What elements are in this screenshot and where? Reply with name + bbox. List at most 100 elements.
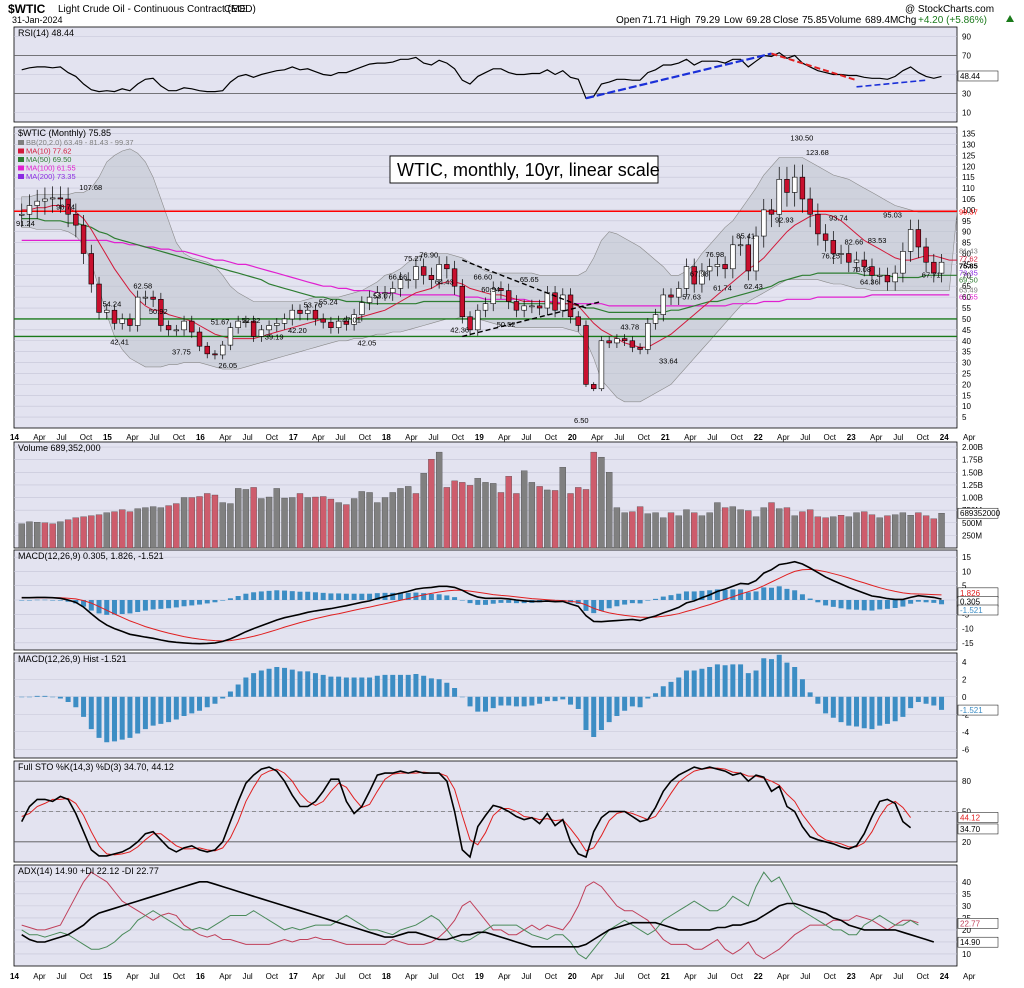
price-pivot-label: 62.58 — [133, 282, 152, 291]
x-tick-label: Jul — [335, 972, 345, 981]
candle-body — [791, 176, 798, 193]
macd-hist-bar — [320, 592, 326, 600]
volume-bar — [837, 515, 845, 549]
up-arrow-icon — [1006, 15, 1014, 22]
price-tick-label: 25 — [962, 369, 971, 378]
x-tick-label: Jul — [56, 433, 66, 442]
price-pivot-label: 33.64 — [659, 357, 678, 366]
x-tick-label: 15 — [103, 433, 112, 442]
macd-hist-value: -1.521 — [960, 606, 983, 615]
hist-bar — [428, 678, 434, 697]
hist-bar — [552, 696, 558, 702]
candle-body — [235, 320, 241, 328]
candle-body — [521, 305, 527, 311]
hist-bar — [150, 696, 156, 726]
candle-body — [413, 266, 419, 280]
close-label: Close — [773, 15, 799, 26]
volume-bar — [845, 516, 852, 549]
hist-bar — [452, 688, 458, 697]
hist-bar — [568, 696, 574, 705]
hist-bar — [598, 696, 604, 730]
candle-body — [150, 296, 156, 300]
macd-hist-bar — [730, 589, 736, 600]
candle-body — [312, 309, 319, 320]
macd-hist-bar — [81, 600, 87, 607]
candle-body — [745, 244, 752, 272]
candle-body — [26, 205, 33, 215]
price-pivot-label: 42.05 — [358, 338, 377, 347]
volume-bar — [729, 506, 736, 549]
candle-body — [822, 233, 829, 241]
price-title: $WTIC (Monthly) 75.85 — [18, 128, 111, 138]
macd-hist-bar — [823, 600, 829, 606]
hist-bar — [212, 696, 218, 704]
hist-bar — [421, 675, 427, 697]
macd-hist-bar — [158, 600, 164, 609]
hist-bar — [668, 681, 674, 697]
candle-body — [621, 338, 628, 342]
volume-bar — [72, 517, 79, 549]
hist-bar — [235, 684, 241, 697]
volume-bar — [204, 493, 211, 549]
rsi-tick-label: 90 — [962, 33, 971, 42]
candle-body — [482, 303, 489, 311]
x-tick-label: Oct — [545, 433, 558, 442]
candle-body — [892, 272, 898, 283]
candle-body — [513, 301, 520, 311]
candle-body — [19, 213, 25, 216]
volume-bar — [250, 487, 257, 549]
x-axis-bottom: 14 Apr Jul Oct 15 Apr Jul Oct 16 Apr Jul Oct 17 Apr Ju… — [10, 972, 976, 981]
price-pivot-label: 51.67 — [211, 317, 230, 326]
macd-hist-bar — [266, 590, 272, 600]
volume-label: Volume — [828, 15, 862, 26]
price-pivot-label: 47.01 — [342, 315, 361, 324]
macd-hist-bar — [428, 594, 434, 600]
macd-hist-bar — [251, 592, 257, 600]
candle-body — [714, 264, 721, 267]
x-tick-label: 16 — [196, 972, 205, 981]
price-right-label: 63.49 — [959, 286, 978, 295]
volume-bar — [343, 504, 350, 549]
ma10-line — [21, 205, 957, 348]
volume-bar — [350, 498, 358, 549]
macd-hist-value-box — [957, 604, 999, 616]
volume-bar — [389, 492, 396, 549]
macd-hist-bar — [483, 600, 488, 605]
hist-bar — [629, 696, 635, 707]
x-tick-label: Oct — [80, 972, 93, 981]
x-tick-label: Oct — [824, 433, 837, 442]
candle-body — [490, 288, 496, 304]
hist-bar — [544, 696, 550, 702]
hist-bar — [119, 696, 125, 740]
hist-bar — [900, 696, 906, 717]
volume-bar — [165, 505, 172, 549]
hist-bar — [227, 691, 233, 697]
x-tick-label: Apr — [498, 972, 511, 981]
price-tick-label: 60 — [962, 293, 971, 302]
price-pivot-label: 52.22 — [242, 316, 261, 325]
open-label: Open — [616, 15, 640, 26]
macd-hist-bar — [892, 600, 898, 608]
macd-hist-bar — [274, 590, 280, 600]
macd-hist-bar — [792, 590, 798, 600]
volume-bar — [490, 483, 497, 549]
hist-value-label-box — [957, 704, 999, 716]
volume-bar — [482, 482, 489, 549]
volume-bar — [667, 512, 675, 549]
volume-bar — [435, 451, 443, 549]
hist-bar — [792, 667, 798, 697]
macd-hist-bar — [367, 593, 373, 600]
macd-hist-bar — [135, 600, 141, 612]
price-pivot-label: 130.50 — [790, 133, 813, 142]
candle-body — [815, 213, 821, 235]
price-tick-label: 15 — [962, 391, 971, 400]
x-tick-label: Jul — [428, 972, 438, 981]
x-tick-label: Apr — [33, 433, 46, 442]
hist-bar — [753, 670, 759, 697]
hist-tick-label: -4 — [962, 728, 970, 737]
macd-hist-bar — [598, 600, 604, 611]
x-tick-label: Apr — [777, 433, 790, 442]
volume-bar — [551, 490, 559, 549]
price-pivot-label: 64.43 — [435, 277, 454, 286]
